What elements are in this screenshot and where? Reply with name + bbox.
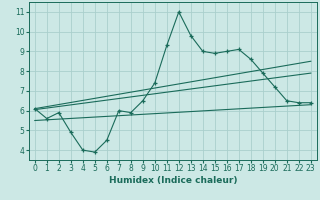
X-axis label: Humidex (Indice chaleur): Humidex (Indice chaleur) [108,176,237,185]
